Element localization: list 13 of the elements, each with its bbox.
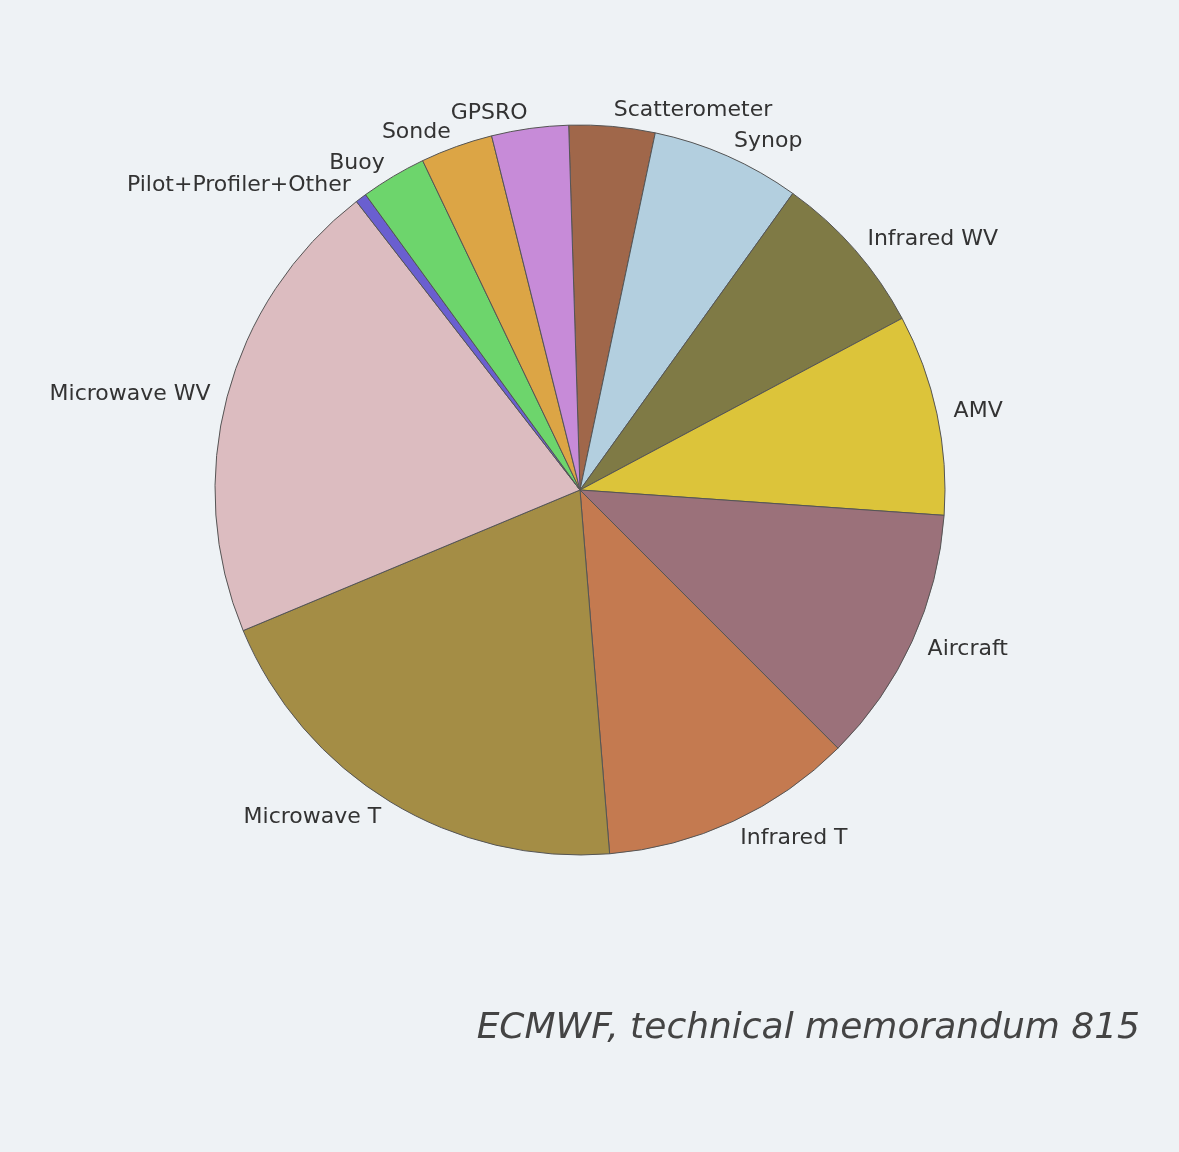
slice-label: Microwave WV [49, 379, 211, 405]
slice-label: AMV [953, 397, 1003, 423]
slice-label: Buoy [329, 148, 385, 174]
text: ECMWF, technical memorandum 815 [476, 1005, 1140, 1046]
slice-label: Infrared WV [867, 225, 998, 251]
slice-label: Microwave T [243, 803, 382, 829]
slice-label: Synop [734, 127, 803, 153]
slice-label: Infrared T [740, 823, 849, 849]
slice-label: Scatterometer [613, 96, 774, 122]
slice-label: Sonde [381, 117, 451, 143]
slice-label: Aircraft [927, 635, 1009, 661]
slice-label: GPSRO [450, 98, 528, 124]
slice-label: Pilot+Profiler+Other [126, 171, 352, 197]
